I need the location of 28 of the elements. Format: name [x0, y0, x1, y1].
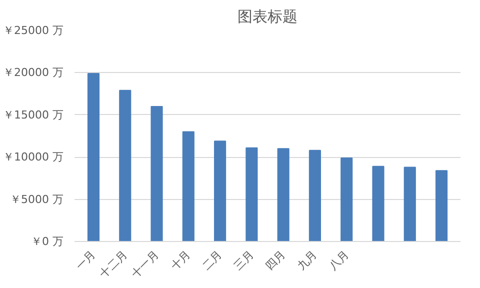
- y-tick-label: ￥0 万: [31, 235, 64, 248]
- chart-title: 图表标题: [238, 8, 298, 26]
- x-tick-label: 九月: [294, 248, 320, 273]
- y-tick-label: ￥20000 万: [3, 66, 64, 80]
- y-tick-label: ￥25000 万: [3, 24, 64, 37]
- bar: [435, 170, 448, 242]
- x-tick-label: 一月: [73, 248, 98, 273]
- bar: [150, 106, 163, 242]
- bar: [404, 166, 416, 242]
- y-tick-label: ￥5000 万: [10, 192, 64, 206]
- bar: [308, 150, 321, 242]
- bar: [87, 73, 100, 242]
- bar: [340, 157, 353, 242]
- bar: [246, 147, 258, 242]
- bar: [182, 131, 194, 242]
- x-tick-label: 十月: [168, 248, 193, 273]
- x-tick-label: 二月: [200, 248, 225, 273]
- bar: [214, 140, 226, 242]
- y-tick-label: ￥15000 万: [3, 108, 64, 122]
- x-tick-label: 三月: [232, 248, 256, 273]
- y-tick-label: ￥10000 万: [3, 150, 64, 164]
- x-tick-label: 十一月: [128, 248, 162, 280]
- x-tick-label: 十二月: [97, 248, 130, 280]
- x-tick-label: 四月: [263, 248, 288, 273]
- bar: [277, 148, 290, 242]
- x-tick-label: 八月: [326, 248, 352, 273]
- bar: [119, 90, 132, 242]
- bar: [372, 166, 384, 242]
